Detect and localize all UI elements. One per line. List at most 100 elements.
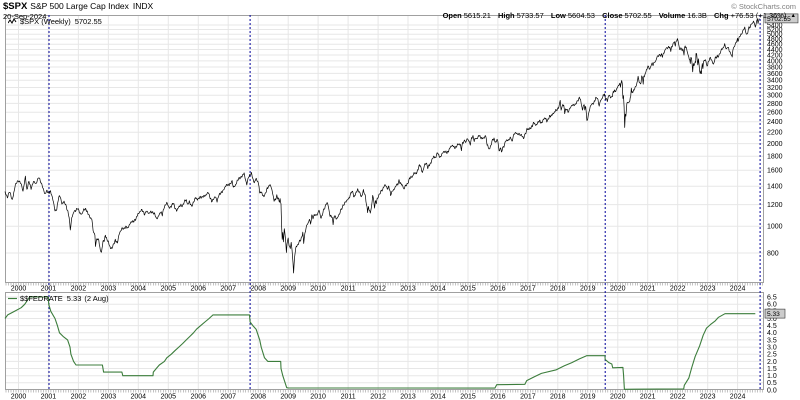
close-label: Close — [602, 10, 623, 20]
main-panel-legend: $SPX (Weekly) 5702.55 — [8, 17, 102, 26]
svg-text:2020: 2020 — [610, 394, 626, 400]
high-value: 5733.57 — [516, 10, 544, 20]
svg-text:2002: 2002 — [71, 286, 87, 293]
svg-text:2007: 2007 — [220, 394, 236, 400]
svg-text:2023: 2023 — [700, 394, 716, 400]
open-label: Open — [442, 10, 462, 20]
svg-text:2004: 2004 — [131, 286, 147, 293]
svg-text:2017: 2017 — [520, 394, 536, 400]
svg-text:3800: 3800 — [767, 64, 783, 71]
high-label: High — [497, 10, 515, 20]
svg-text:2009: 2009 — [280, 394, 296, 400]
chart-date: 20-Sep-2024 — [3, 11, 47, 21]
svg-text:2023: 2023 — [700, 286, 716, 293]
svg-text:800: 800 — [767, 250, 779, 257]
svg-text:6.5: 6.5 — [767, 294, 777, 301]
svg-text:2005: 2005 — [161, 394, 177, 400]
svg-text:1000: 1000 — [767, 224, 783, 231]
svg-text:4600: 4600 — [767, 42, 783, 49]
svg-text:2013: 2013 — [400, 286, 416, 293]
svg-text:2014: 2014 — [430, 286, 446, 293]
svg-text:1400: 1400 — [767, 184, 783, 191]
fedrate-line — [4, 296, 756, 390]
svg-text:2000: 2000 — [767, 141, 783, 148]
svg-text:2009: 2009 — [280, 286, 296, 293]
chg-value: +76.53 (+1.36%) — [730, 10, 787, 20]
svg-text:2005: 2005 — [161, 286, 177, 293]
svg-text:2003: 2003 — [101, 286, 117, 293]
svg-text:2.5: 2.5 — [767, 352, 777, 359]
svg-text:2014: 2014 — [430, 394, 446, 400]
main-legend-label: $SPX (Weekly) — [20, 17, 71, 26]
svg-text:2004: 2004 — [131, 394, 147, 400]
svg-text:2019: 2019 — [580, 286, 596, 293]
svg-text:3600: 3600 — [767, 71, 783, 78]
svg-text:5.0: 5.0 — [767, 316, 777, 323]
svg-text:2015: 2015 — [460, 394, 476, 400]
copyright-note: © StockCharts.com — [731, 2, 796, 11]
svg-text:2008: 2008 — [250, 286, 266, 293]
svg-text:2001: 2001 — [41, 286, 57, 293]
price-line — [4, 18, 760, 274]
svg-text:2021: 2021 — [640, 286, 656, 293]
svg-text:2007: 2007 — [220, 286, 236, 293]
svg-text:2019: 2019 — [580, 394, 596, 400]
last-value-boxes: 5702.55 5.33 — [764, 13, 799, 319]
svg-text:2018: 2018 — [550, 286, 566, 293]
chart-title: $SPX S&P 500 Large Cap Index INDX — [3, 1, 153, 12]
svg-text:4800: 4800 — [767, 37, 783, 44]
lower-legend-label: $$FEDRATE — [20, 294, 63, 303]
svg-text:5200: 5200 — [767, 27, 783, 34]
lower-legend-asof: (2 Aug) — [84, 294, 109, 303]
low-value: 5604.53 — [567, 10, 595, 20]
svg-text:2200: 2200 — [767, 130, 783, 137]
svg-text:2016: 2016 — [490, 286, 506, 293]
chg-label: Chg — [713, 10, 729, 20]
svg-text:4000: 4000 — [767, 58, 783, 65]
svg-text:0.0: 0.0 — [767, 387, 777, 394]
svg-text:2011: 2011 — [341, 394, 356, 400]
svg-text:3000: 3000 — [767, 93, 783, 100]
svg-text:2012: 2012 — [370, 394, 386, 400]
svg-text:1800: 1800 — [767, 154, 783, 161]
svg-text:2020: 2020 — [610, 286, 626, 293]
svg-text:2021: 2021 — [640, 394, 656, 400]
svg-text:2015: 2015 — [460, 286, 476, 293]
svg-text:2018: 2018 — [550, 394, 566, 400]
open-value: 5615.21 — [463, 10, 491, 20]
ticker-symbol: $SPX — [3, 1, 28, 12]
svg-text:2003: 2003 — [101, 394, 117, 400]
svg-text:2001: 2001 — [41, 394, 57, 400]
main-legend-value: 5702.55 — [74, 17, 102, 26]
svg-text:2600: 2600 — [767, 110, 783, 117]
svg-text:2024: 2024 — [730, 286, 746, 293]
svg-text:1.0: 1.0 — [767, 373, 777, 380]
svg-text:2000: 2000 — [11, 394, 27, 400]
index-name: S&P 500 Large Cap Index — [30, 1, 129, 11]
svg-text:2000: 2000 — [11, 286, 27, 293]
svg-text:5000: 5000 — [767, 32, 783, 39]
svg-text:2024: 2024 — [730, 394, 746, 400]
svg-text:6.0: 6.0 — [767, 302, 777, 309]
svg-text:2400: 2400 — [767, 119, 783, 126]
y-axis-labels: 800 1000 1200 1400 1600 1800 2000 2200 2400 2600 2… — [767, 22, 783, 394]
svg-text:2012: 2012 — [370, 286, 386, 293]
x-axis-labels: 2000 2000 2001 2001 2002 2002 2003 2003 2004 2004… — [11, 286, 746, 400]
svg-text:2006: 2006 — [191, 394, 207, 400]
svg-text:2002: 2002 — [71, 394, 87, 400]
fedrate-line-sample-icon — [8, 297, 17, 300]
svg-text:2008: 2008 — [250, 394, 266, 400]
svg-text:4400: 4400 — [767, 47, 783, 54]
svg-text:1.5: 1.5 — [767, 366, 777, 373]
svg-text:4200: 4200 — [767, 52, 783, 59]
svg-text:2022: 2022 — [670, 286, 686, 293]
plot-frames — [5, 15, 764, 390]
svg-text:4.5: 4.5 — [767, 323, 777, 330]
svg-text:2010: 2010 — [310, 394, 326, 400]
exchange-label: INDX — [132, 1, 154, 11]
quote-summary-row: Open 5615.21 High 5733.57 Low 5604.53 Close… — [438, 11, 796, 20]
svg-text:2013: 2013 — [400, 394, 416, 400]
svg-text:2.0: 2.0 — [767, 359, 777, 366]
